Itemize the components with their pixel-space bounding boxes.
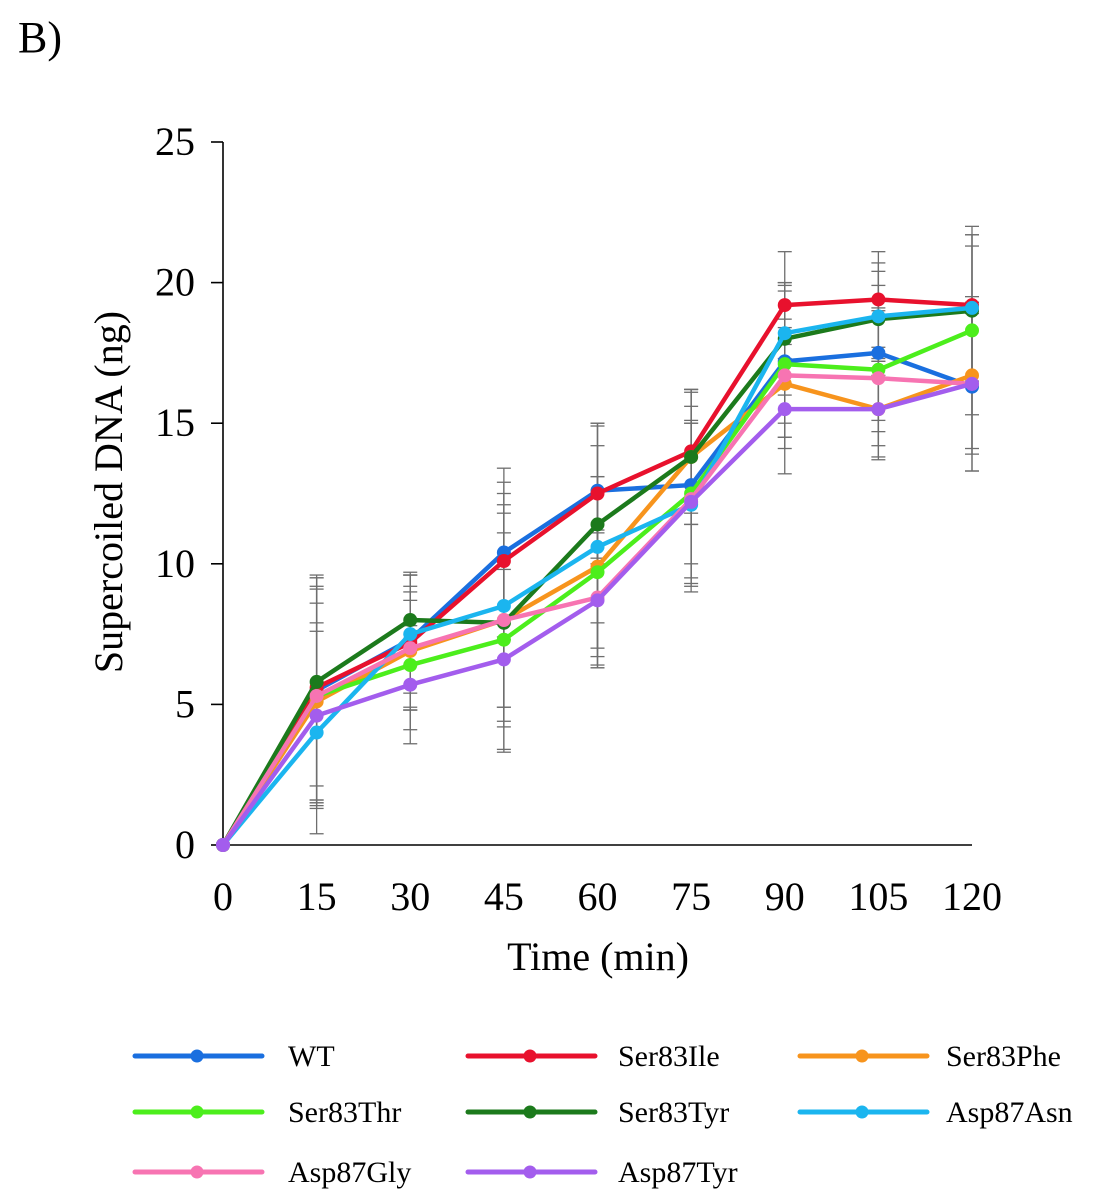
data-point xyxy=(403,658,418,673)
data-point xyxy=(871,292,886,307)
data-point xyxy=(496,632,511,647)
data-point xyxy=(871,402,886,417)
data-point xyxy=(871,345,886,360)
data-point xyxy=(871,309,886,324)
data-point xyxy=(871,371,886,386)
data-point xyxy=(216,838,230,852)
x-axis-title: Time (min) xyxy=(507,934,689,979)
data-point xyxy=(684,494,699,509)
data-point xyxy=(777,402,792,417)
data-point xyxy=(590,517,605,532)
data-point xyxy=(309,688,324,703)
data-point xyxy=(403,677,418,692)
legend-swatch-marker xyxy=(523,1165,537,1179)
data-point xyxy=(590,593,605,608)
x-tick-label: 120 xyxy=(942,874,1002,919)
data-point xyxy=(403,613,418,628)
legend-item: WT xyxy=(132,1040,335,1073)
data-point xyxy=(496,613,511,628)
data-point xyxy=(309,674,324,689)
data-point xyxy=(590,539,605,554)
data-point xyxy=(496,598,511,613)
x-tick-label: 0 xyxy=(213,874,233,919)
legend-swatch-marker xyxy=(190,1105,204,1119)
x-tick-label: 75 xyxy=(671,874,711,919)
data-point xyxy=(777,326,792,341)
legend-label: Ser83Tyr xyxy=(618,1096,729,1129)
legend-swatch-marker xyxy=(190,1049,204,1063)
legend-item: Asp87Gly xyxy=(132,1156,411,1189)
legend-item: Asp87Tyr xyxy=(465,1156,738,1189)
legend-swatch-marker xyxy=(855,1105,869,1119)
legend-label: Asp87Gly xyxy=(288,1156,411,1189)
y-tick-label: 10 xyxy=(155,541,195,586)
legend-label: WT xyxy=(288,1040,335,1073)
legend-item: Ser83Tyr xyxy=(465,1096,729,1129)
x-tick-label: 90 xyxy=(765,874,805,919)
y-tick-label: 20 xyxy=(155,260,195,305)
data-point xyxy=(777,357,792,372)
data-point xyxy=(496,553,511,568)
data-point xyxy=(684,449,699,464)
data-point xyxy=(403,627,418,642)
legend-swatch-marker xyxy=(855,1049,869,1063)
x-tick-label: 15 xyxy=(297,874,337,919)
y-tick-label: 25 xyxy=(155,119,195,164)
data-point xyxy=(590,486,605,501)
legend: WT Ser83Ile Ser83Phe Ser83Thr Ser83Tyr Asp87A… xyxy=(132,1040,1073,1189)
legend-label: Ser83Phe xyxy=(946,1040,1061,1073)
y-tick-label: 5 xyxy=(175,681,195,726)
data-point xyxy=(309,725,324,740)
legend-label: Asp87Asn xyxy=(946,1096,1073,1129)
data-point xyxy=(965,323,979,338)
legend-label: Ser83Ile xyxy=(618,1040,720,1073)
series-asp87tyr xyxy=(216,376,979,852)
data-point xyxy=(403,641,418,656)
data-point xyxy=(496,652,511,667)
x-tick-label: 45 xyxy=(484,874,524,919)
data-point xyxy=(590,565,605,580)
x-tick-label: 30 xyxy=(390,874,430,919)
legend-swatch-marker xyxy=(523,1105,537,1119)
y-axis-title: Supercoiled DNA (ng) xyxy=(86,311,131,673)
chart-axes: 0 5 10 15 20 25 0 15 30 45 60 75 90 105 120 xyxy=(155,119,1002,919)
legend-label: Asp87Tyr xyxy=(618,1156,738,1189)
legend-swatch-marker xyxy=(190,1165,204,1179)
panel-label: B) xyxy=(18,13,62,62)
x-tick-label: 60 xyxy=(578,874,618,919)
data-point xyxy=(777,298,792,313)
data-point xyxy=(777,368,792,383)
data-point xyxy=(309,708,324,723)
legend-item: Ser83Thr xyxy=(132,1096,401,1129)
data-point xyxy=(965,300,979,315)
legend-label: Ser83Thr xyxy=(288,1096,401,1129)
y-tick-label: 0 xyxy=(175,822,195,867)
legend-item: Asp87Asn xyxy=(797,1096,1073,1129)
y-tick-label: 15 xyxy=(155,400,195,445)
legend-item: Ser83Ile xyxy=(465,1040,720,1073)
data-point xyxy=(965,376,979,391)
x-tick-label: 105 xyxy=(848,874,908,919)
legend-swatch-marker xyxy=(523,1049,537,1063)
legend-item: Ser83Phe xyxy=(797,1040,1061,1073)
series-layer xyxy=(216,292,979,852)
